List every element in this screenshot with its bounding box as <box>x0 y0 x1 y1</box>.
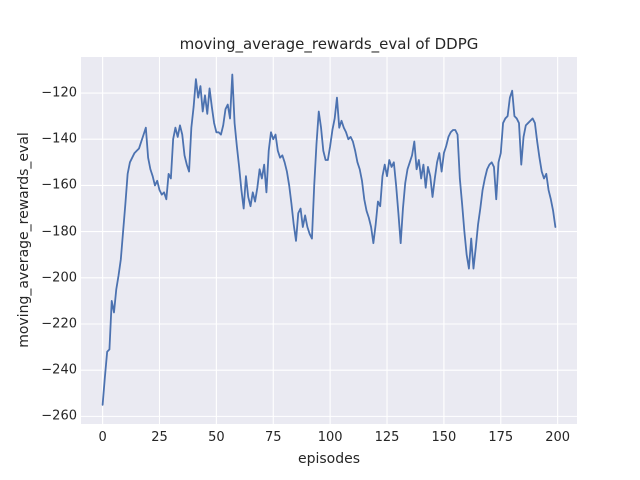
gridlines <box>81 57 577 424</box>
plot-area <box>81 57 577 424</box>
x-tick-label: 50 <box>208 430 225 445</box>
x-tick-label: 0 <box>98 430 107 445</box>
x-tick-label: 125 <box>374 430 400 445</box>
x-tick-label: 175 <box>488 430 514 445</box>
y-tick-label: −220 <box>41 316 77 332</box>
y-tick-label: −240 <box>41 362 77 378</box>
x-tick-label: 200 <box>545 430 571 445</box>
x-axis-label: episodes <box>297 451 361 467</box>
x-tick-label: 150 <box>431 430 457 445</box>
chart-title: moving_average_rewards_eval of DDPG <box>179 35 479 53</box>
reward-line <box>101 73 557 406</box>
y-tick-label: −200 <box>41 270 77 286</box>
reward-line-series <box>101 73 557 406</box>
y-tick-label: −160 <box>41 177 77 193</box>
y-tick-label: −180 <box>41 224 77 240</box>
y-tick-label: −140 <box>41 131 77 147</box>
y-axis-label: moving_average_rewards_eval <box>16 132 32 348</box>
plot-canvas <box>81 57 577 424</box>
y-tick-label: −120 <box>41 85 77 101</box>
y-tick-label: −260 <box>41 408 77 424</box>
x-tick-label: 75 <box>264 430 282 445</box>
x-tick-label: 25 <box>151 430 168 445</box>
x-tick-label: 100 <box>317 430 343 445</box>
